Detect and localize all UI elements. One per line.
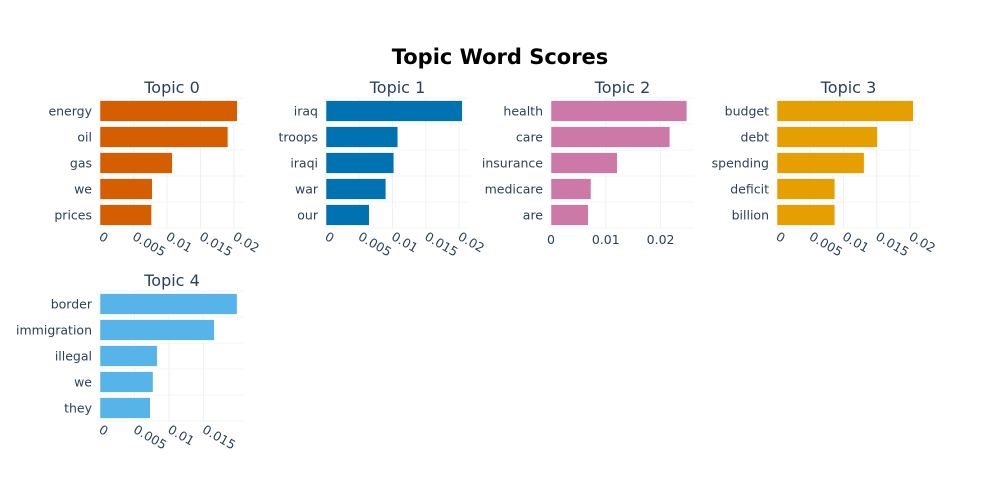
bar xyxy=(99,178,153,200)
category-label: gas xyxy=(70,156,92,171)
subplot-title: Topic 3 xyxy=(820,78,877,97)
category-label: energy xyxy=(48,104,92,119)
category-label: illegal xyxy=(55,349,92,364)
x-tick-label: 0.01 xyxy=(165,422,197,449)
bar xyxy=(325,178,387,200)
bar xyxy=(99,371,154,393)
bar xyxy=(776,126,878,148)
bar xyxy=(550,178,592,200)
category-label: spending xyxy=(712,156,769,171)
category-label: our xyxy=(297,208,319,223)
subplot-title: Topic 1 xyxy=(369,78,426,97)
category-label: war xyxy=(295,182,319,197)
category-label: iraq xyxy=(294,104,318,119)
bar xyxy=(776,100,914,122)
category-label: health xyxy=(503,104,543,119)
category-label: are xyxy=(523,208,544,223)
bar xyxy=(325,126,399,148)
x-tick-label: 0.02 xyxy=(907,229,939,256)
x-tick-label: 0.015 xyxy=(200,422,239,453)
subplot-title: Topic 4 xyxy=(143,271,200,290)
x-tick-label: 0.005 xyxy=(131,422,170,453)
category-label: immigration xyxy=(16,323,92,338)
subplot-title: Topic 0 xyxy=(143,78,200,97)
subplot-title: Topic 2 xyxy=(594,78,651,97)
x-tick-label: 0.01 xyxy=(592,232,620,247)
category-label: medicare xyxy=(485,182,544,197)
bar xyxy=(325,204,370,226)
category-label: troops xyxy=(278,130,318,145)
bar xyxy=(99,204,152,226)
x-tick-label: 0.005 xyxy=(356,229,395,260)
bar xyxy=(99,293,238,315)
bar xyxy=(776,178,836,200)
x-tick-label: 0.02 xyxy=(230,229,262,256)
category-label: we xyxy=(74,182,92,197)
x-tick-label: 0.015 xyxy=(197,229,236,260)
bar xyxy=(99,126,229,148)
x-tick-label: 0 xyxy=(323,229,337,246)
x-tick-label: 0.015 xyxy=(873,229,912,260)
x-tick-label: 0 xyxy=(547,232,555,247)
x-tick-label: 0.005 xyxy=(807,229,846,260)
x-tick-label: 0 xyxy=(97,229,111,246)
bar xyxy=(99,100,238,122)
bar xyxy=(325,100,463,122)
category-label: border xyxy=(51,297,93,312)
x-tick-label: 0.005 xyxy=(130,229,169,260)
bar xyxy=(550,152,618,174)
category-label: iraqi xyxy=(290,156,318,171)
category-label: deficit xyxy=(730,182,769,197)
category-label: budget xyxy=(725,104,769,119)
x-tick-label: 0.01 xyxy=(840,229,872,256)
category-label: insurance xyxy=(482,156,543,171)
x-tick-label: 0 xyxy=(774,229,788,246)
x-tick-label: 0.015 xyxy=(422,229,461,260)
bar xyxy=(99,319,215,341)
bar xyxy=(325,152,395,174)
x-tick-label: 0.02 xyxy=(456,229,488,256)
bar xyxy=(776,152,865,174)
subplot-4: Topic 4 border immigration illegal we they 0 0.… xyxy=(16,271,244,452)
category-label: oil xyxy=(77,130,92,145)
bar xyxy=(550,100,688,122)
category-label: they xyxy=(64,401,93,416)
bar xyxy=(99,152,173,174)
bar xyxy=(776,204,836,226)
x-tick-label: 0.01 xyxy=(163,229,195,256)
x-tick-label: 0.01 xyxy=(389,229,421,256)
chart-title: Topic Word Scores xyxy=(392,45,609,69)
category-label: debt xyxy=(741,130,770,145)
x-tick-label: 0 xyxy=(97,422,111,439)
category-label: we xyxy=(74,375,92,390)
category-label: care xyxy=(516,130,543,145)
bar xyxy=(99,345,158,367)
bar xyxy=(99,397,151,419)
bar xyxy=(550,204,589,226)
bar xyxy=(550,126,671,148)
category-label: prices xyxy=(54,208,92,223)
category-label: billion xyxy=(732,208,769,223)
subplot-3: Topic 3 budget debt spending deficit billion 0… xyxy=(712,78,938,259)
x-tick-label: 0.02 xyxy=(647,232,675,247)
